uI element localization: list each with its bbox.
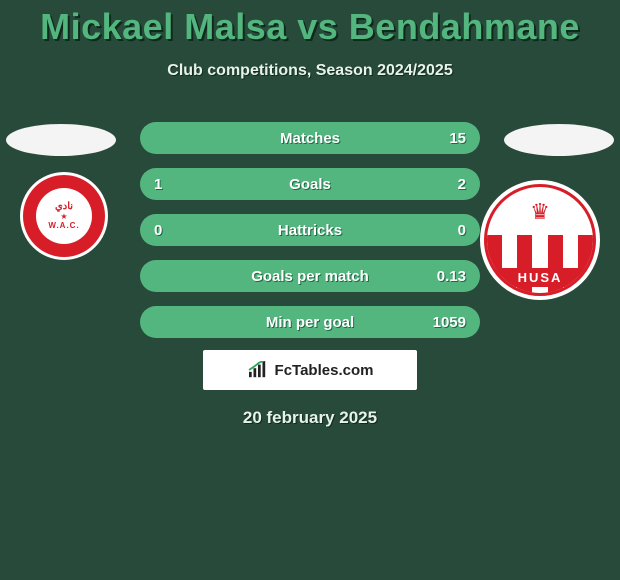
- subtitle: Club competitions, Season 2024/2025: [0, 62, 620, 80]
- bar-value-left: 1: [154, 176, 162, 193]
- comparison-bars: Matches 15 1 Goals 2 0 Hattricks 0 Goals…: [140, 122, 480, 352]
- bar-goals: 1 Goals 2: [140, 168, 480, 200]
- bar-value-right: 15: [449, 130, 466, 147]
- bar-value-right: 0: [458, 222, 466, 239]
- bar-hattricks: 0 Hattricks 0: [140, 214, 480, 246]
- source-badge: FcTables.com: [203, 350, 417, 390]
- star-icon: ★: [60, 212, 67, 221]
- bar-value-right: 2: [458, 176, 466, 193]
- club-badge-left: نادي ★ W.A.C.: [20, 172, 108, 260]
- page-title: Mickael Malsa vs Bendahmane: [0, 0, 620, 48]
- source-label: FcTables.com: [275, 362, 374, 379]
- bar-min-per-goal: Min per goal 1059: [140, 306, 480, 338]
- bar-value-left: 0: [154, 222, 162, 239]
- bar-matches: Matches 15: [140, 122, 480, 154]
- club-left-arabic: نادي: [55, 202, 73, 212]
- date-label: 20 february 2025: [0, 408, 620, 428]
- club-badge-right: ♛ HUSA: [480, 180, 600, 300]
- bar-chart-icon: [247, 361, 269, 379]
- club-left-code: W.A.C.: [48, 221, 79, 230]
- player-right-head: [504, 124, 614, 156]
- bar-label: Goals per match: [251, 268, 369, 285]
- club-right-code: HUSA: [487, 268, 593, 287]
- bar-label: Goals: [289, 176, 331, 193]
- bar-label: Matches: [280, 130, 340, 147]
- bar-goals-per-match: Goals per match 0.13: [140, 260, 480, 292]
- bar-label: Min per goal: [266, 314, 354, 331]
- crown-icon: ♛: [530, 199, 550, 225]
- bar-value-right: 0.13: [437, 268, 466, 285]
- bar-label: Hattricks: [278, 222, 342, 239]
- player-left-head: [6, 124, 116, 156]
- bar-value-right: 1059: [433, 314, 466, 331]
